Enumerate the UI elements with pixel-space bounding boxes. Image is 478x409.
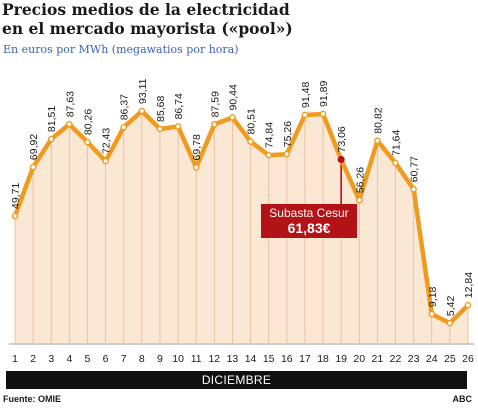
value-label: 69,78 <box>191 134 203 160</box>
data-point <box>392 159 399 167</box>
data-point <box>410 185 417 193</box>
data-point <box>138 107 146 115</box>
x-tick-label: 4 <box>66 353 72 365</box>
data-point <box>428 310 436 318</box>
data-point <box>301 111 309 119</box>
value-label: 87,63 <box>64 91 76 117</box>
x-tick-label: 18 <box>317 353 329 365</box>
x-tick-label: 15 <box>263 353 275 365</box>
value-label: 69,92 <box>28 134 40 160</box>
value-label: 60,77 <box>409 156 421 182</box>
data-point <box>120 124 128 131</box>
data-point <box>247 138 254 145</box>
title-line-2: en el mercado mayorista («pool») <box>2 19 293 38</box>
data-point <box>229 114 236 121</box>
value-label: 80,26 <box>82 109 94 135</box>
value-label: 56,26 <box>354 167 366 193</box>
value-label: 49,71 <box>10 183 22 209</box>
value-label: 81,51 <box>46 106 58 132</box>
highlight-marker <box>337 155 345 164</box>
data-point <box>283 150 291 158</box>
data-point <box>446 319 454 327</box>
x-tick-label: 22 <box>390 353 402 365</box>
value-label: 9,18 <box>427 286 439 307</box>
value-label: 86,74 <box>173 93 185 119</box>
data-point <box>29 163 37 171</box>
area-fill <box>15 111 468 343</box>
chart-title: Precios medios de la electricidad en el … <box>2 0 472 38</box>
value-label: 86,37 <box>119 94 131 120</box>
data-point <box>319 110 327 118</box>
data-point <box>464 301 472 309</box>
x-tick-label: 25 <box>444 353 456 365</box>
series-line <box>12 108 471 326</box>
x-tick-label: 14 <box>245 353 257 365</box>
value-label: 12,84 <box>463 272 475 298</box>
data-point <box>102 157 109 165</box>
publisher-credit: ABC <box>452 394 473 404</box>
value-label: 90,44 <box>227 84 239 110</box>
data-point <box>211 121 218 128</box>
value-label: 5,42 <box>445 296 457 317</box>
data-point <box>374 137 381 145</box>
data-point <box>84 138 91 146</box>
x-tick-label: 12 <box>208 353 220 365</box>
value-label: 91,89 <box>318 81 330 107</box>
x-tick-label: 6 <box>103 353 109 365</box>
x-tick-label: 1 <box>12 353 18 365</box>
value-label: 71,64 <box>391 130 403 156</box>
x-tick-label: 8 <box>139 353 145 365</box>
x-tick-label: 26 <box>462 353 474 365</box>
value-label: 93,11 <box>137 78 149 104</box>
value-label: 85,68 <box>155 96 167 122</box>
x-tick-label: 5 <box>85 353 91 365</box>
callout-value: 61,83€ <box>287 220 331 236</box>
subasta-callout: Subasta Cesur 61,83€ <box>261 204 357 238</box>
value-label: 91,48 <box>300 82 312 108</box>
x-tick-label: 16 <box>281 353 293 365</box>
data-point <box>355 196 363 204</box>
value-label: 87,59 <box>209 91 221 117</box>
title-line-1: Precios medios de la electricidad <box>2 0 290 19</box>
data-point <box>174 123 182 130</box>
x-tick-label: 3 <box>48 353 54 365</box>
callout-label: Subasta Cesur <box>269 206 349 220</box>
x-tick-label: 17 <box>299 353 311 365</box>
value-label: 73,06 <box>336 126 348 152</box>
x-tick-label: 2 <box>30 353 36 365</box>
value-label: 80,82 <box>372 107 384 133</box>
data-point <box>192 164 200 171</box>
value-label: 80,51 <box>246 108 258 134</box>
x-tick-label: 23 <box>408 353 420 365</box>
data-point <box>265 151 272 159</box>
value-label: 74,84 <box>264 122 276 148</box>
x-tick-label: 9 <box>157 353 163 365</box>
data-point <box>47 135 55 143</box>
x-tick-label: 19 <box>335 353 347 365</box>
x-tick-label: 7 <box>121 353 127 365</box>
value-label: 75,26 <box>282 121 294 147</box>
x-tick-label: 21 <box>372 353 384 365</box>
month-bar: DICIEMBRE <box>6 371 467 389</box>
x-tick-label: 10 <box>172 353 184 365</box>
x-tick-label: 11 <box>191 353 202 365</box>
data-point <box>156 125 164 133</box>
data-point <box>11 212 19 220</box>
chart-subtitle: En euros por MWh (megawatios por hora) <box>3 43 239 56</box>
x-tick-label: 20 <box>353 353 365 365</box>
value-label: 72,43 <box>101 128 113 154</box>
x-tick-label: 24 <box>426 353 438 365</box>
data-point <box>66 120 73 128</box>
source-note: Fuente: OMIE <box>3 394 61 404</box>
x-tick-label: 13 <box>227 353 239 365</box>
